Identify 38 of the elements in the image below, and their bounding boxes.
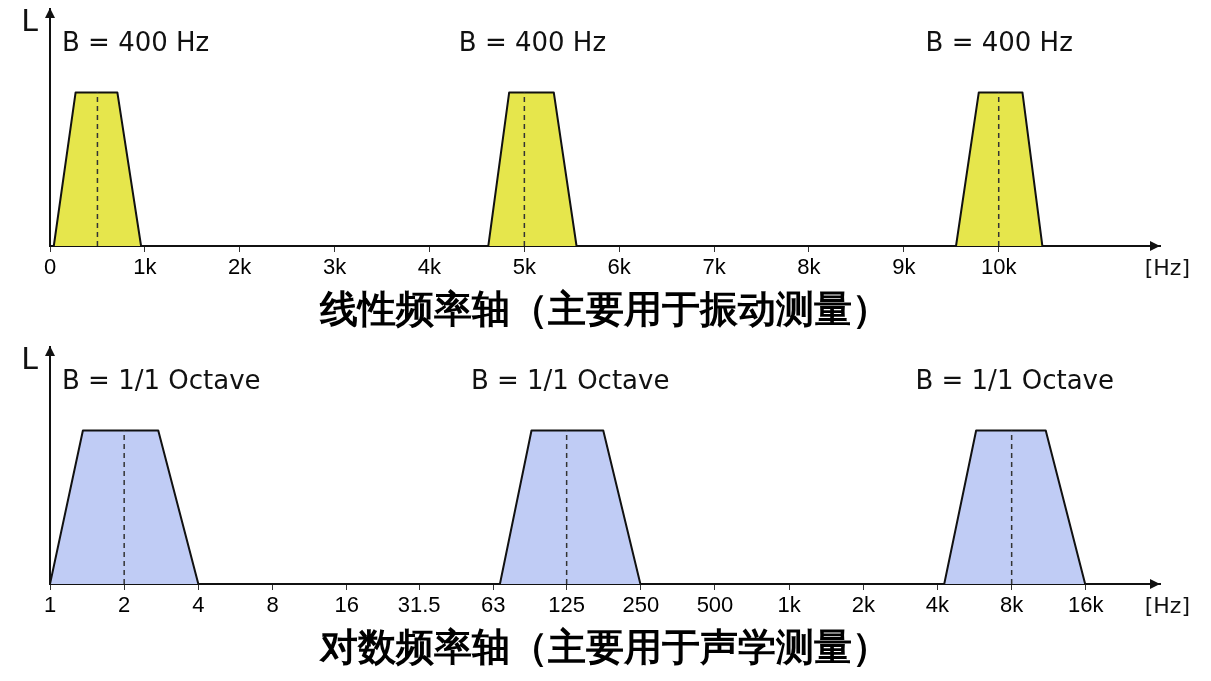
- x-tick-label: 16: [334, 592, 359, 618]
- x-tick-label: 16k: [1068, 592, 1105, 618]
- text: B = 1/1 Octave: [470, 365, 670, 396]
- x-tick-label: 10k: [980, 254, 1018, 280]
- x-tick-label: 0: [43, 254, 57, 280]
- text: B = 400 Hz: [458, 27, 607, 58]
- x-tick-label: 8k: [797, 254, 822, 280]
- x-tick-label: 5k: [512, 254, 537, 280]
- text: 对数频率轴（主要用于声学测量）: [319, 625, 890, 668]
- text: B = 400 Hz: [62, 27, 210, 58]
- text: B = 400 Hz: [925, 27, 1073, 58]
- text: 线性频率轴（主要用于振动测量）: [319, 287, 890, 330]
- y-axis-title: L: [21, 2, 39, 38]
- x-axis-title: [Hz]: [1144, 592, 1190, 618]
- x-tick-label: 8: [266, 592, 279, 618]
- x-tick-label: 7k: [702, 254, 727, 280]
- x-tick-label: 4k: [925, 592, 951, 618]
- x-tick-label: 500: [696, 592, 734, 618]
- x-tick-label: 8k: [1000, 592, 1025, 618]
- x-tick-label: 1k: [133, 254, 158, 280]
- x-tick-label: 6k: [607, 254, 632, 280]
- x-tick-label: 1: [43, 592, 57, 618]
- x-tick-label: 31.5: [397, 592, 441, 618]
- text: B = 1/1 Octave: [915, 365, 1114, 396]
- y-axis-title: L: [21, 340, 39, 376]
- x-tick-label: 4: [192, 592, 205, 618]
- x-tick-label: 250: [622, 592, 660, 618]
- x-tick-label: 1k: [777, 592, 802, 618]
- x-axis-title: [Hz]: [1144, 254, 1190, 280]
- x-tick-label: 3k: [322, 254, 348, 280]
- x-tick-label: 4k: [417, 254, 443, 280]
- x-tick-label: 9k: [892, 254, 917, 280]
- x-tick-label: 125: [548, 592, 586, 618]
- x-tick-label: 2k: [228, 254, 253, 280]
- x-tick-label: 63: [481, 592, 506, 618]
- text: B = 1/1 Octave: [62, 365, 261, 396]
- x-tick-label: 2: [118, 592, 131, 618]
- x-tick-label: 2k: [851, 592, 876, 618]
